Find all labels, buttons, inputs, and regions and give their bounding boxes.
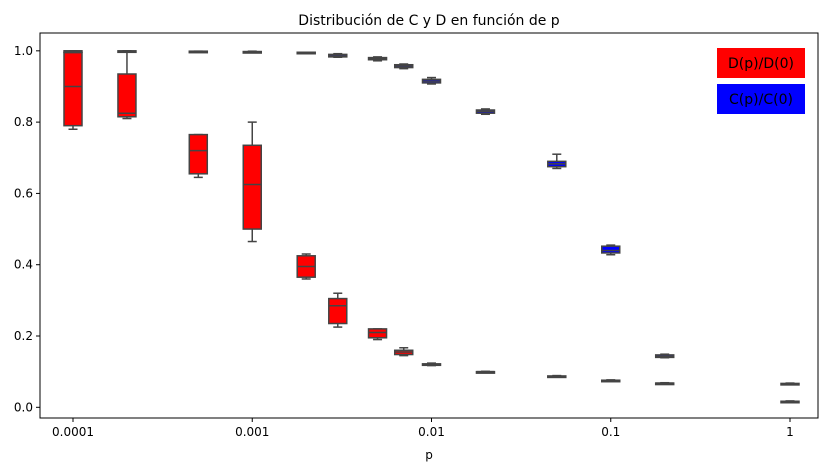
box-1-6: [367, 56, 388, 62]
box-0-11: [601, 379, 621, 383]
box-body: [63, 51, 83, 127]
box-0-8: [421, 362, 442, 367]
box-body: [242, 144, 262, 230]
box-1-2: [188, 50, 209, 54]
y-axis: 0.0 0.2 0.4 0.6 0.8 1.0: [14, 44, 40, 414]
box-1-0: [63, 50, 83, 54]
legend: D(p)/D(0) C(p)/C(0): [717, 48, 805, 114]
box-body: [117, 73, 137, 118]
box-0-2: [188, 133, 209, 179]
series-1: [63, 50, 800, 386]
box-1-1: [117, 50, 137, 54]
legend-label: C(p)/C(0): [729, 92, 793, 108]
y-tick-label: 0.0: [14, 400, 33, 414]
box-0-3: [242, 121, 262, 243]
box-body: [188, 133, 209, 175]
x-tick-label: 0.1: [601, 425, 620, 439]
plot-area: [63, 50, 800, 404]
box-1-13: [780, 382, 800, 386]
box-0-5: [328, 292, 348, 328]
box-1-9: [475, 108, 496, 116]
y-tick-label: 0.8: [14, 115, 33, 129]
series-0: [63, 50, 800, 404]
box-0-0: [63, 50, 83, 130]
box-body: [328, 297, 348, 325]
box-0-13: [780, 400, 800, 404]
box-1-4: [296, 51, 316, 55]
box-1-8: [421, 76, 442, 85]
box-0-9: [475, 370, 496, 374]
box-body: [367, 328, 388, 339]
plot-frame: [39, 32, 819, 419]
chart-title: Distribución de C y D en función de p: [298, 13, 560, 29]
box-body: [601, 245, 621, 254]
x-tick-label: 0.001: [235, 425, 269, 439]
box-0-10: [547, 374, 567, 379]
x-axis-label: p: [425, 448, 433, 462]
box-0-7: [393, 347, 414, 357]
y-tick-label: 0.6: [14, 186, 33, 200]
x-tick-label: 0.01: [418, 425, 445, 439]
box-0-4: [296, 253, 316, 280]
y-tick-label: 0.2: [14, 329, 33, 343]
y-tick-label: 0.4: [14, 258, 33, 272]
y-tick-label: 1.0: [14, 44, 33, 58]
box-1-7: [393, 63, 414, 70]
box-0-6: [367, 328, 388, 341]
legend-swatch: [717, 84, 805, 114]
box-1-10: [547, 153, 567, 170]
box-1-11: [601, 244, 621, 256]
x-tick-label: 1: [786, 425, 794, 439]
box-1-3: [242, 50, 262, 54]
box-1-12: [654, 353, 675, 359]
x-tick-label: 0.0001: [52, 425, 94, 439]
legend-swatch: [717, 48, 805, 78]
box-0-12: [654, 381, 675, 386]
legend-label: D(p)/D(0): [728, 56, 794, 72]
x-axis: 0.0001 0.001 0.01 0.1 1: [52, 418, 794, 439]
box-1-5: [328, 52, 348, 58]
box-0-1: [117, 50, 137, 120]
